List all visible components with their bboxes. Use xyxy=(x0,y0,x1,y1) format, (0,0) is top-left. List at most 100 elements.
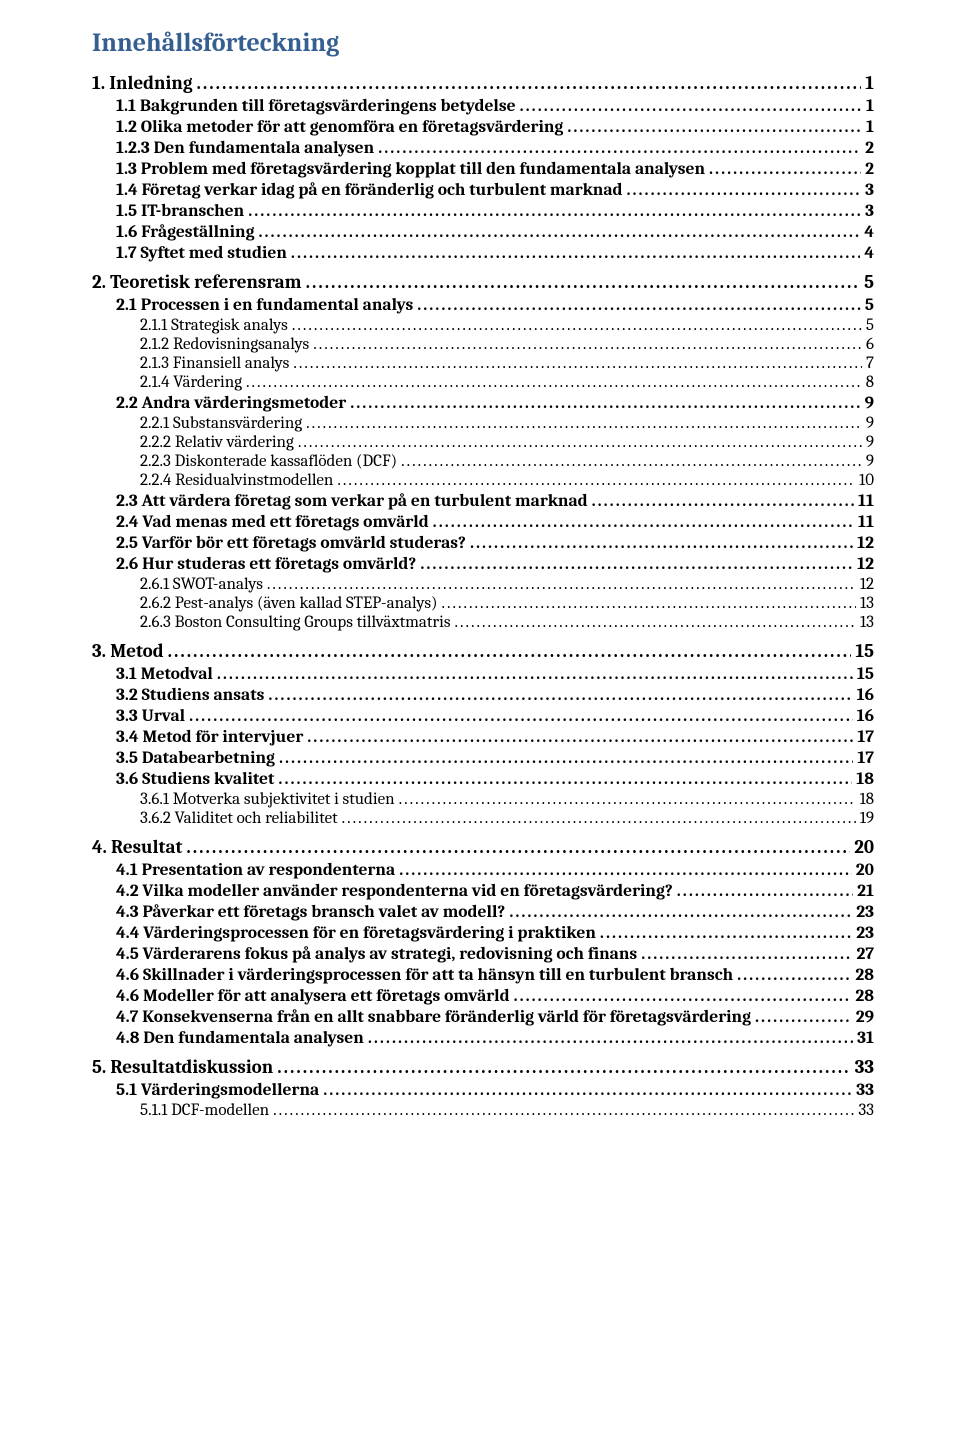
toc-leader-dots xyxy=(417,295,861,315)
toc-entry-label: 1.7 Syftet med studien xyxy=(116,243,287,263)
toc-leader-dots xyxy=(293,354,862,373)
toc-entry-label: 2.2.3 Diskonterade kassaflöden (DCF) xyxy=(140,452,397,471)
page-title: Innehållsförteckning xyxy=(92,28,874,58)
toc-entry-page: 5 xyxy=(865,295,874,315)
toc-leader-dots xyxy=(337,471,855,490)
toc-leader-dots xyxy=(342,809,856,828)
toc-entry: 2.5 Varför bör ett företags omvärld stud… xyxy=(92,533,874,553)
toc-entry-label: 3.5 Databearbetning xyxy=(116,748,275,768)
toc-entry-label: 2.3 Att värdera företag som verkar på en… xyxy=(116,491,588,511)
toc-leader-dots xyxy=(514,986,852,1006)
toc-entry-label: 2.2.1 Substansvärdering xyxy=(140,414,302,433)
toc-entry-label: 4.6 Modeller för att analysera ett föret… xyxy=(116,986,510,1006)
toc-entry-page: 5 xyxy=(864,271,874,293)
toc-entry-page: 29 xyxy=(856,1007,874,1027)
toc-entry-label: 2.6.3 Boston Consulting Groups tillväxtm… xyxy=(140,613,451,632)
toc-entry-label: 4.5 Värderarens fokus på analys av strat… xyxy=(116,944,637,964)
toc-leader-dots xyxy=(433,512,854,532)
toc-leader-dots xyxy=(641,944,852,964)
toc-entry-label: 2.2 Andra värderingsmetoder xyxy=(116,393,346,413)
toc-entry: 4.3 Påverkar ett företags bransch valet … xyxy=(92,902,874,922)
toc-leader-dots xyxy=(709,159,861,179)
toc-entry-page: 7 xyxy=(866,354,874,373)
toc-entry-label: 2.6.2 Pest-analys (även kallad STEP-anal… xyxy=(140,594,437,613)
toc-entry-label: 2.5 Varför bör ett företags omvärld stud… xyxy=(116,533,466,553)
toc-leader-dots xyxy=(278,769,852,789)
toc-entry-page: 2 xyxy=(865,159,874,179)
toc-entry: 2.1.1 Strategisk analys 5 xyxy=(92,316,874,335)
toc-entry-page: 1 xyxy=(865,72,874,94)
toc-entry: 2.1.4 Värdering8 xyxy=(92,373,874,392)
toc-entry-page: 3 xyxy=(865,201,874,221)
toc-entry-label: 3.1 Metodval xyxy=(116,664,213,684)
toc-entry: 2.2.1 Substansvärdering 9 xyxy=(92,414,874,433)
toc-entry-label: 1. Inledning xyxy=(92,72,192,94)
toc-entry-page: 33 xyxy=(855,1056,874,1078)
toc-leader-dots xyxy=(298,433,862,452)
toc-entry-label: 2.1.1 Strategisk analys xyxy=(140,316,288,335)
toc-leader-dots xyxy=(399,790,856,809)
toc-entry-page: 18 xyxy=(860,790,874,809)
toc-entry: 2.4 Vad menas med ett företags omvärld11 xyxy=(92,512,874,532)
toc-entry-page: 12 xyxy=(860,575,874,594)
toc-entry-label: 2.6 Hur studeras ett företags omvärld? xyxy=(116,554,416,574)
toc-entry-page: 15 xyxy=(857,664,874,684)
toc-entry-label: 2.6.1 SWOT-analys xyxy=(140,575,263,594)
toc-leader-dots xyxy=(368,1028,853,1048)
toc-entry-page: 28 xyxy=(855,986,874,1006)
toc-entry: 2.6 Hur studeras ett företags omvärld?12 xyxy=(92,554,874,574)
toc-entry: 4.1 Presentation av respondenterna20 xyxy=(92,860,874,880)
toc-entry: 4.5 Värderarens fokus på analys av strat… xyxy=(92,944,874,964)
toc-entry-label: 5. Resultatdiskussion xyxy=(92,1056,273,1078)
toc-entry-label: 2.2.2 Relativ värdering xyxy=(140,433,294,452)
toc-entry: 2.1.3 Finansiell analys 7 xyxy=(92,354,874,373)
toc-entry-label: 5.1 Värderingsmodellerna xyxy=(116,1080,319,1100)
toc-entry: 3.4 Metod för intervjuer17 xyxy=(92,727,874,747)
toc-leader-dots xyxy=(520,96,862,116)
toc-entry: 3. Metod15 xyxy=(92,640,874,662)
toc-leader-dots xyxy=(378,138,861,158)
toc-entry: 4.6 Skillnader i värderingsprocessen för… xyxy=(92,965,874,985)
toc-entry-page: 5 xyxy=(866,316,874,335)
toc-entry: 3.3 Urval16 xyxy=(92,706,874,726)
toc-entry-page: 23 xyxy=(856,923,874,943)
toc-entry-label: 4.6 Skillnader i värderingsprocessen för… xyxy=(116,965,733,985)
toc-entry-label: 1.3 Problem med företagsvärdering koppla… xyxy=(116,159,705,179)
toc-leader-dots xyxy=(509,902,852,922)
toc-leader-dots xyxy=(626,180,861,200)
toc-leader-dots xyxy=(273,1101,854,1120)
toc-entry: 3.6.1 Motverka subjektivitet i studien18 xyxy=(92,790,874,809)
toc-leader-dots xyxy=(455,613,856,632)
toc-leader-dots xyxy=(291,243,860,263)
toc-entry: 3.1 Metodval 15 xyxy=(92,664,874,684)
toc-entry-page: 9 xyxy=(866,433,874,452)
toc-entry: 1.3 Problem med företagsvärdering koppla… xyxy=(92,159,874,179)
toc-leader-dots xyxy=(600,923,852,943)
toc-list: 1. Inledning11.1 Bakgrunden till företag… xyxy=(92,72,874,1120)
toc-leader-dots xyxy=(196,72,861,94)
toc-leader-dots xyxy=(168,640,852,662)
toc-entry-page: 10 xyxy=(859,471,874,490)
toc-entry-page: 1 xyxy=(866,96,874,116)
toc-entry-label: 2.1.3 Finansiell analys xyxy=(140,354,289,373)
toc-entry: 1.5 IT-branschen 3 xyxy=(92,201,874,221)
toc-entry: 5.1 Värderingsmodellerna33 xyxy=(92,1080,874,1100)
toc-entry: 2.2.4 Residualvinstmodellen10 xyxy=(92,471,874,490)
toc-entry-page: 9 xyxy=(866,414,874,433)
toc-entry-page: 6 xyxy=(866,335,874,354)
toc-entry-page: 11 xyxy=(858,491,874,511)
toc-entry-page: 18 xyxy=(856,769,874,789)
toc-entry: 1.2.3 Den fundamentala analysen2 xyxy=(92,138,874,158)
toc-entry: 3.2 Studiens ansats16 xyxy=(92,685,874,705)
toc-entry-label: 4.3 Påverkar ett företags bransch valet … xyxy=(116,902,505,922)
toc-entry-page: 28 xyxy=(855,965,874,985)
toc-entry: 1.7 Syftet med studien 4 xyxy=(92,243,874,263)
toc-entry-page: 4 xyxy=(864,243,874,263)
toc-entry: 5. Resultatdiskussion 33 xyxy=(92,1056,874,1078)
toc-entry-page: 15 xyxy=(855,640,874,662)
toc-entry-page: 3 xyxy=(865,180,874,200)
toc-entry: 2.2 Andra värderingsmetoder9 xyxy=(92,393,874,413)
toc-entry: 3.6 Studiens kvalitet18 xyxy=(92,769,874,789)
toc-entry: 1.2 Olika metoder för att genomföra en f… xyxy=(92,117,874,137)
toc-entry-label: 1.5 IT-branschen xyxy=(116,201,244,221)
